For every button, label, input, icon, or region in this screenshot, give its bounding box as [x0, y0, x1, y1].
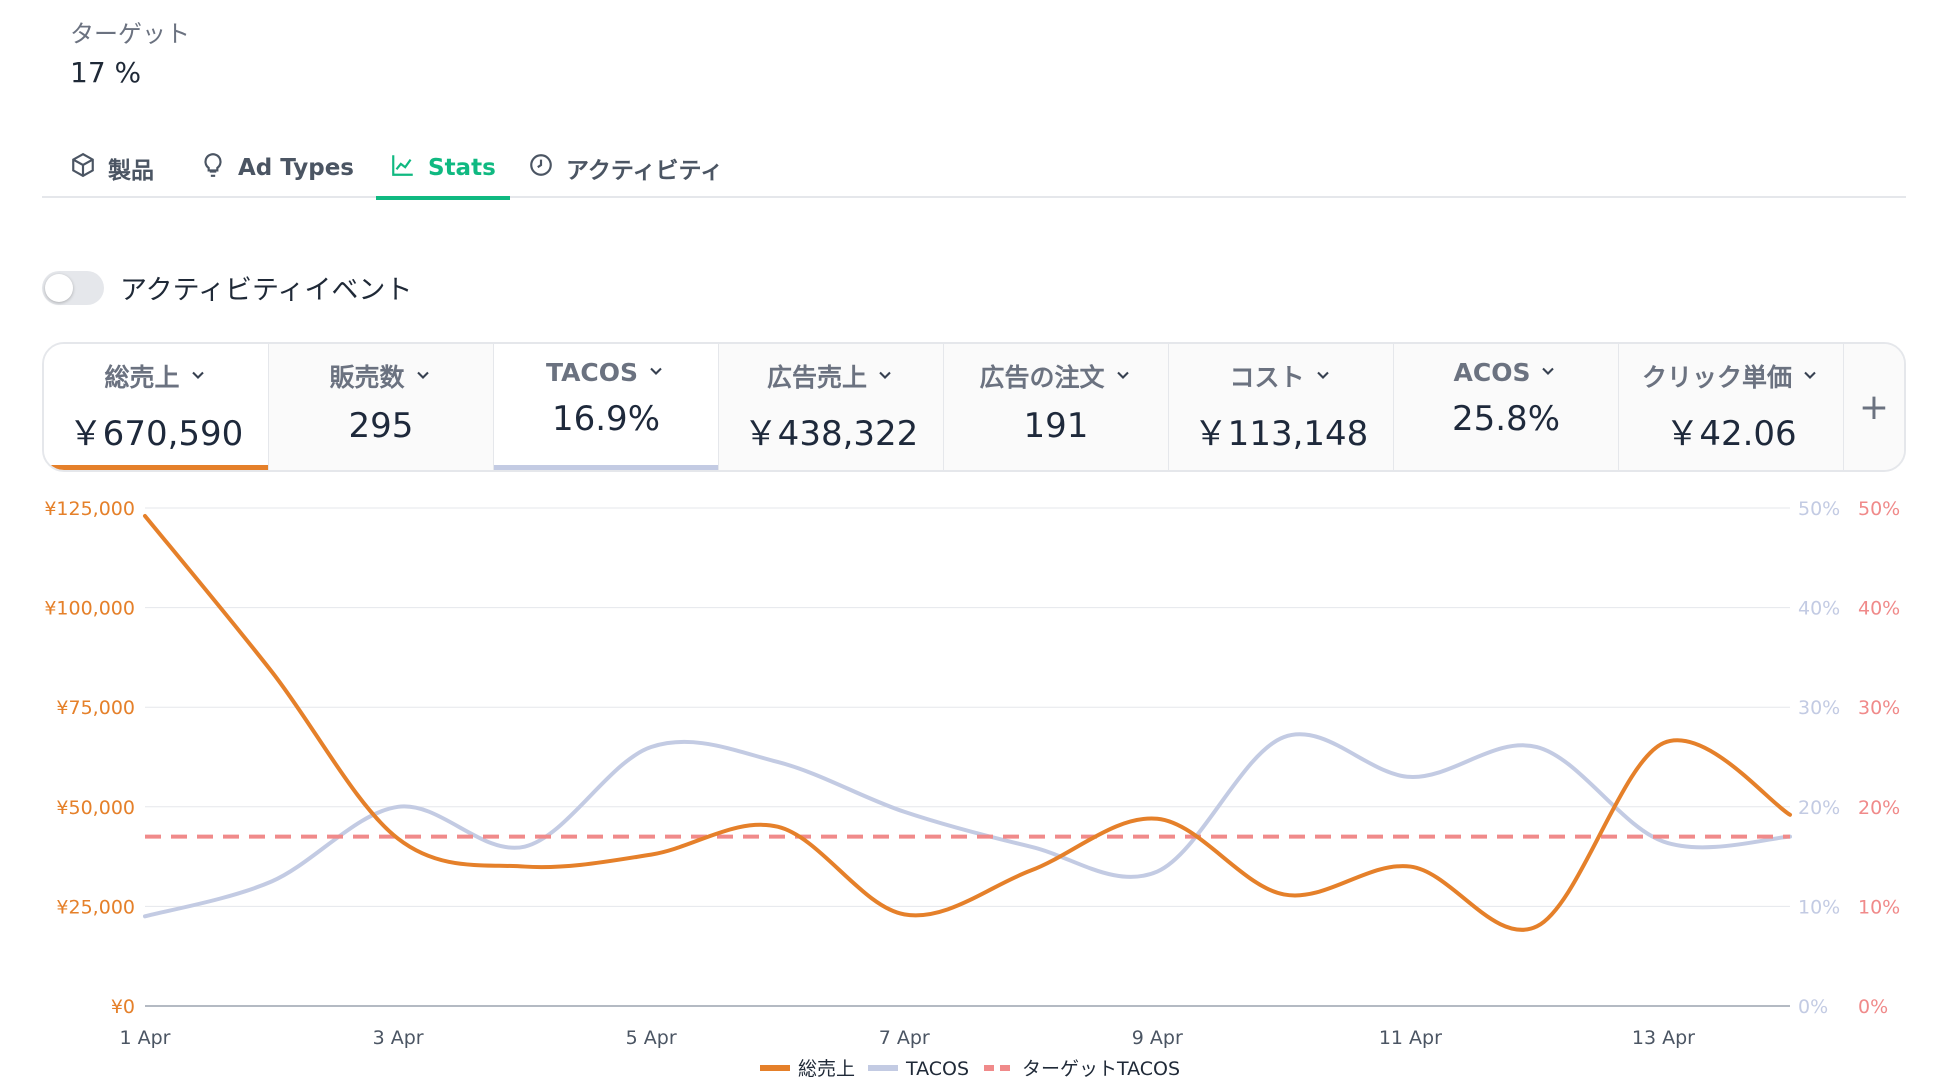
metric-tacos-label: TACOS	[545, 358, 639, 387]
metric-units-sold-header: 販売数	[329, 358, 432, 394]
tab-stats-label: Stats	[428, 155, 496, 181]
y-right-target-tick-label: 40%	[1858, 598, 1900, 620]
metric-tacos-indicator	[494, 465, 718, 470]
metric-ad-sales-value: ￥438,322	[743, 414, 919, 454]
plus-icon: +	[1858, 386, 1890, 428]
metric-ad-sales-label: 広告売上	[766, 363, 867, 392]
series-line-total-sales	[143, 513, 1792, 932]
metric-cpc[interactable]: クリック単価 ￥42.06	[1619, 344, 1844, 470]
activity-events-label: アクティビティイベント	[120, 275, 413, 306]
box-icon	[70, 152, 96, 184]
chevron-down-icon[interactable]	[1113, 362, 1133, 391]
add-metric-button[interactable]: +	[1844, 344, 1904, 470]
chevron-down-icon[interactable]	[1313, 362, 1333, 391]
y-right-tacos-tick-label: 20%	[1798, 797, 1840, 819]
metric-cost-label: コスト	[1229, 363, 1305, 392]
chart-line-icon	[390, 152, 416, 184]
metric-ad-sales[interactable]: 広告売上 ￥438,322	[719, 344, 944, 470]
metric-tacos[interactable]: TACOS 16.9%	[494, 344, 719, 470]
y-left-tick-label: ¥125,000	[44, 498, 135, 520]
metric-units-sold-label: 販売数	[329, 363, 405, 392]
metric-total-sales-header: 総売上	[104, 358, 207, 394]
tab-activity-label: アクティビティ	[566, 158, 724, 184]
chevron-down-icon[interactable]	[646, 358, 666, 387]
series-line-tacos	[143, 732, 1792, 919]
y-left-tick-label: ¥75,000	[56, 697, 135, 719]
y-right-tacos-tick-label: 30%	[1798, 697, 1840, 719]
tab-bar: 製品 Ad Types Stats アクティビティ	[42, 138, 1906, 200]
y-left-tick-label: ¥50,000	[56, 797, 135, 819]
metric-acos-value: 25.8%	[1451, 399, 1560, 439]
chevron-down-icon[interactable]	[1800, 362, 1820, 391]
chevron-down-icon[interactable]	[1538, 358, 1558, 387]
y-right-target-tick-label: 30%	[1858, 697, 1900, 719]
tab-stats[interactable]: Stats	[376, 138, 510, 200]
metric-units-sold[interactable]: 販売数 295	[269, 344, 494, 470]
metric-total-sales-indicator	[44, 465, 268, 470]
legend-label: TACOS	[905, 1058, 969, 1080]
lightbulb-icon	[200, 152, 226, 184]
metric-units-sold-value: 295	[348, 406, 414, 446]
metric-acos-header: ACOS	[1454, 358, 1559, 387]
metric-total-sales-value: ￥670,590	[68, 414, 244, 454]
activity-events-toggle-row: アクティビティイベント	[42, 268, 412, 307]
metric-acos[interactable]: ACOS 25.8%	[1394, 344, 1619, 470]
clock-icon	[528, 152, 554, 184]
x-tick-label: 9 Apr	[1132, 1027, 1183, 1049]
metric-tacos-value: 16.9%	[551, 399, 660, 439]
activity-events-toggle[interactable]	[42, 270, 104, 305]
x-tick-label: 13 Apr	[1632, 1027, 1695, 1049]
y-right-target-tick-label: 20%	[1858, 797, 1900, 819]
metric-cpc-value: ￥42.06	[1665, 414, 1797, 454]
y-right-target-tick-label: 50%	[1858, 498, 1900, 520]
legend-label: ターゲットTACOS	[1022, 1058, 1180, 1080]
x-tick-label: 1 Apr	[120, 1027, 171, 1049]
y-right-target-tick-label: 0%	[1858, 996, 1888, 1018]
y-right-tacos-tick-label: 0%	[1798, 996, 1828, 1018]
metric-tacos-header: TACOS	[546, 358, 666, 387]
y-right-tacos-tick-label: 10%	[1798, 896, 1840, 918]
metrics-bar: 総売上 ￥670,590 販売数 295 TACOS 16.9% 広告売上 ￥4…	[42, 342, 1906, 472]
x-tick-label: 5 Apr	[626, 1027, 677, 1049]
tab-products-label: 製品	[108, 158, 154, 184]
metric-total-sales-label: 総売上	[104, 363, 180, 392]
x-tick-label: 11 Apr	[1379, 1027, 1442, 1049]
chevron-down-icon[interactable]	[875, 362, 895, 391]
metric-cost-header: コスト	[1229, 358, 1332, 394]
chevron-down-icon[interactable]	[188, 362, 208, 391]
metric-cpc-header: クリック単価	[1642, 358, 1820, 394]
metric-cost-value: ￥113,148	[1193, 414, 1369, 454]
y-left-tick-label: ¥0	[111, 996, 135, 1018]
y-right-tacos-tick-label: 40%	[1798, 598, 1840, 620]
metric-ad-orders-label: 広告の注文	[979, 363, 1105, 392]
y-left-tick-label: ¥100,000	[44, 598, 135, 620]
tab-products[interactable]: 製品	[70, 138, 154, 198]
y-right-target-tick-label: 10%	[1858, 896, 1900, 918]
tab-ad-types-label: Ad Types	[238, 155, 354, 181]
y-right-tacos-tick-label: 50%	[1798, 498, 1840, 520]
target-value: 17 %	[70, 56, 142, 89]
legend-label: 総売上	[798, 1058, 855, 1080]
metric-ad-orders[interactable]: 広告の注文 191	[944, 344, 1169, 470]
metric-cpc-label: クリック単価	[1641, 363, 1792, 392]
stats-chart: ¥0 0% 0% ¥25,000 10% 10% ¥50,000 20% 20% ¥75,000 3…	[44, 498, 1900, 1080]
tab-ad-types[interactable]: Ad Types	[200, 138, 354, 198]
metric-cost[interactable]: コスト ￥113,148	[1169, 344, 1394, 470]
metric-acos-label: ACOS	[1453, 358, 1531, 387]
tab-activity[interactable]: アクティビティ	[528, 138, 723, 198]
chevron-down-icon[interactable]	[413, 362, 433, 391]
metric-ad-orders-header: 広告の注文	[979, 358, 1132, 394]
target-label: ターゲット	[70, 20, 190, 48]
metric-ad-orders-value: 191	[1023, 406, 1089, 446]
metric-total-sales[interactable]: 総売上 ￥670,590	[44, 344, 269, 470]
toggle-knob	[45, 273, 73, 302]
x-tick-label: 7 Apr	[879, 1027, 930, 1049]
metric-ad-sales-header: 広告売上	[767, 358, 895, 394]
x-tick-label: 3 Apr	[373, 1027, 424, 1049]
y-left-tick-label: ¥25,000	[56, 896, 135, 918]
